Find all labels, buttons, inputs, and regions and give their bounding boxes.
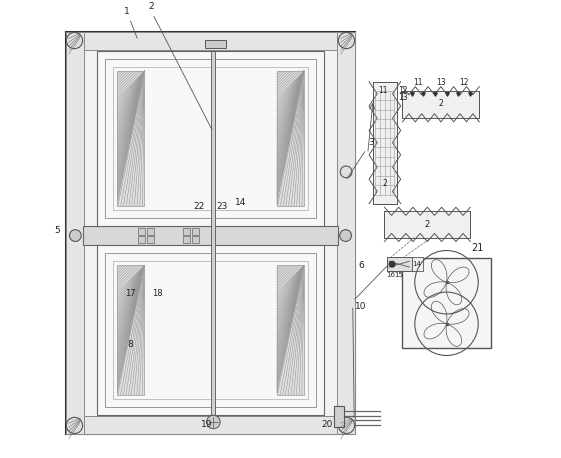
Bar bbox=[83, 49, 338, 417]
Text: 10: 10 bbox=[355, 302, 366, 311]
Circle shape bbox=[340, 166, 352, 178]
Circle shape bbox=[70, 230, 81, 241]
Bar bbox=[337, 32, 355, 434]
Circle shape bbox=[389, 261, 396, 267]
Bar bbox=[402, 258, 490, 348]
Bar bbox=[387, 257, 412, 272]
Bar bbox=[334, 406, 344, 427]
Bar bbox=[138, 236, 145, 243]
Bar bbox=[97, 245, 324, 415]
Bar bbox=[117, 71, 144, 206]
Text: 18: 18 bbox=[153, 289, 163, 298]
Circle shape bbox=[66, 417, 82, 434]
Bar bbox=[113, 262, 308, 399]
Text: 2: 2 bbox=[425, 220, 430, 229]
Bar bbox=[113, 67, 308, 210]
Bar bbox=[117, 265, 144, 395]
Text: 14: 14 bbox=[235, 198, 246, 207]
Circle shape bbox=[206, 415, 220, 429]
Bar bbox=[66, 416, 355, 434]
Bar bbox=[105, 253, 316, 407]
Text: 23: 23 bbox=[216, 202, 228, 211]
Text: 14: 14 bbox=[412, 261, 421, 267]
Text: 15: 15 bbox=[394, 272, 403, 278]
Bar bbox=[183, 236, 190, 243]
Bar bbox=[66, 32, 84, 434]
Text: 16: 16 bbox=[387, 272, 396, 278]
Text: 6: 6 bbox=[358, 261, 365, 270]
Text: 11: 11 bbox=[378, 86, 387, 95]
Text: 13: 13 bbox=[398, 93, 408, 102]
Text: 2: 2 bbox=[149, 2, 154, 11]
Bar bbox=[205, 40, 226, 48]
Bar bbox=[105, 59, 316, 218]
Bar bbox=[373, 82, 397, 204]
Bar bbox=[183, 228, 190, 234]
Bar bbox=[384, 211, 470, 238]
Text: 12: 12 bbox=[459, 78, 468, 87]
Circle shape bbox=[338, 417, 355, 434]
Bar bbox=[192, 228, 199, 234]
Bar bbox=[83, 226, 338, 245]
Bar bbox=[412, 257, 423, 272]
Text: 2: 2 bbox=[439, 98, 443, 108]
Bar bbox=[192, 236, 199, 243]
Text: 22: 22 bbox=[194, 202, 205, 211]
Text: 13: 13 bbox=[436, 78, 445, 87]
Text: 11: 11 bbox=[413, 78, 422, 87]
Bar bbox=[147, 228, 154, 234]
Bar bbox=[211, 51, 215, 415]
Text: 1: 1 bbox=[124, 7, 130, 16]
Text: 2: 2 bbox=[383, 179, 387, 188]
Text: 5: 5 bbox=[55, 226, 61, 235]
Text: 17: 17 bbox=[126, 289, 136, 298]
Text: 20: 20 bbox=[321, 420, 333, 429]
Circle shape bbox=[66, 33, 82, 49]
Bar bbox=[138, 228, 145, 234]
Text: 8: 8 bbox=[128, 340, 134, 349]
Circle shape bbox=[338, 33, 355, 49]
Bar bbox=[66, 32, 355, 434]
Bar bbox=[402, 91, 479, 118]
Text: 19: 19 bbox=[201, 420, 213, 429]
Circle shape bbox=[340, 230, 352, 241]
Bar bbox=[277, 71, 304, 206]
Bar bbox=[277, 265, 304, 395]
Bar bbox=[147, 236, 154, 243]
Text: 12: 12 bbox=[398, 86, 407, 95]
Text: 3: 3 bbox=[369, 138, 374, 147]
Text: 21: 21 bbox=[471, 243, 484, 253]
Bar bbox=[66, 32, 355, 50]
Bar bbox=[97, 51, 324, 226]
